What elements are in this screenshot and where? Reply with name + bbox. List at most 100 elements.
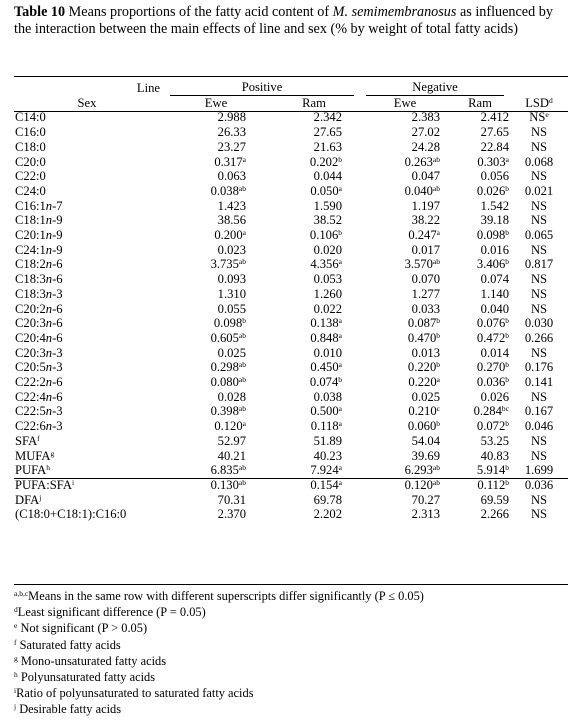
cell-superscript: bc (501, 404, 509, 414)
cell-negative-ewe: 1.277 (360, 287, 450, 302)
cell-positive-ewe: 0.120a (164, 419, 268, 434)
cell-positive-ewe: 0.028 (164, 390, 268, 405)
cell-negative-ewe: 0.070 (360, 272, 450, 287)
cell-lsd: 0.176 (510, 360, 568, 375)
cell-positive-ram: 1.590 (268, 199, 360, 214)
cell-superscript: a (338, 419, 342, 429)
cell-negative-ram: 0.014 (450, 346, 510, 361)
cell-positive-ewe: 23.27 (164, 140, 268, 155)
cell-superscript: a (242, 228, 246, 238)
cell-superscript: b (505, 375, 509, 385)
cell-lsd: NS (510, 213, 568, 228)
row-label: C18:0 (14, 140, 164, 155)
cell-value: 24.28 (411, 139, 440, 154)
cell-negative-ram: 0.098b (450, 228, 510, 243)
cell-superscript: a (436, 375, 440, 385)
cell-superscript: ab (238, 257, 246, 267)
row-label-italic: n (45, 228, 53, 243)
cell-value: 0.298 (210, 360, 239, 375)
cell-superscript: ab (432, 477, 440, 487)
row-label: MUFAg (14, 449, 164, 464)
cell-value: 0.120 (214, 419, 243, 434)
cell-value: 0.263 (404, 154, 433, 169)
cell-negative-ewe: 0.017 (360, 243, 450, 258)
cell-superscript: ab (432, 154, 440, 164)
cell-positive-ewe: 6.835ab (164, 463, 268, 478)
cell-negative-ram: 0.040 (450, 302, 510, 317)
row-label: C22:0 (14, 169, 164, 184)
cell-negative-ewe: 24.28 (360, 140, 450, 155)
cell-negative-ram: 2.412 (450, 110, 510, 125)
cell-value: 0.120 (404, 477, 433, 492)
cell-value: 2.266 (480, 507, 509, 522)
cell-value: 70.31 (217, 492, 246, 507)
lsd-value: 0.036 (524, 477, 554, 492)
cell-lsd: 0.036 (510, 478, 568, 493)
cell-positive-ram: 2.342 (268, 110, 360, 125)
cell-value: 0.044 (313, 169, 342, 184)
cell-negative-ewe: 0.033 (360, 302, 450, 317)
cell-value: 0.060 (407, 419, 437, 434)
row-label-italic: n (45, 316, 53, 331)
cell-value: 0.398 (210, 404, 239, 419)
row-label: C20:0 (14, 155, 164, 170)
cell-value: 70.27 (411, 492, 440, 507)
cell-positive-ewe: 0.098b (164, 316, 268, 331)
cell-value: 0.605 (210, 330, 239, 345)
cell-value: 2.202 (313, 507, 342, 522)
cell-negative-ram: 0.036b (450, 375, 510, 390)
col-lsd: LSDd (510, 96, 568, 111)
cell-value: 5.914 (476, 463, 506, 478)
cell-value: 0.040 (404, 183, 433, 198)
cell-superscript: ab (238, 183, 246, 193)
cell-value: 1.542 (480, 198, 509, 213)
cell-positive-ram: 27.65 (268, 125, 360, 140)
summary-row: PUFA:SFAi 0.130ab 0.154a 0.120ab 0.112b 0.036 (14, 478, 568, 493)
cell-negative-ewe: 54.04 (360, 434, 450, 449)
cell-value: 0.106 (309, 228, 339, 243)
cell-value: 0.016 (480, 242, 509, 257)
cell-negative-ram: 2.266 (450, 507, 510, 522)
lsd-value: NS (530, 492, 548, 507)
cell-lsd: 1.699 (510, 463, 568, 478)
cell-lsd: NSe (510, 110, 568, 125)
cell-value: 27.02 (411, 125, 440, 140)
row-label-suffix: -9 (52, 213, 63, 228)
cell-value: 4.356 (310, 257, 339, 272)
row-label: C22:4n-6 (14, 390, 164, 405)
cell-negative-ram: 0.026b (450, 184, 510, 199)
cell-positive-ewe: 0.055 (164, 302, 268, 317)
row-label: C18:1n-9 (14, 213, 164, 228)
footnote: a,b,cMeans in the same row with differen… (14, 588, 570, 604)
row-label: C20:4n-6 (14, 331, 164, 346)
cell-value: 0.022 (313, 301, 342, 316)
cell-lsd: NS (510, 390, 568, 405)
cell-lsd: NS (510, 493, 568, 508)
row-label-italic: n (45, 257, 53, 272)
footnote-text: Means in the same row with different sup… (28, 589, 424, 603)
cell-lsd: NS (510, 272, 568, 287)
cell-positive-ram: 51.89 (268, 434, 360, 449)
table-row: C18:0 23.27 21.63 24.28 22.84 NS (14, 140, 568, 155)
lsd-value: 0.065 (524, 228, 554, 243)
cell-value: 27.65 (480, 125, 509, 140)
summary-rows: SFAf 52.97 51.89 54.04 53.25 NS MUFAg 40.21 40.2… (14, 434, 568, 522)
header-bottom-rule (14, 111, 568, 112)
cell-positive-ewe: 26.33 (164, 125, 268, 140)
cell-value: 0.154 (310, 477, 339, 492)
cell-superscript: a (338, 463, 342, 473)
row-label: DFAj (14, 493, 164, 508)
lsd-value: NS (530, 242, 548, 257)
table-row: C22:2n-6 0.080ab 0.074b 0.220a 0.036b 0.141 (14, 375, 568, 390)
cell-negative-ewe: 0.220b (360, 360, 450, 375)
cell-value: 38.22 (411, 213, 440, 228)
header-row-line: Line Positive Negative (14, 80, 568, 96)
cell-negative-ewe: 0.025 (360, 390, 450, 405)
cell-value: 1.277 (411, 286, 440, 301)
cell-value: 0.020 (313, 242, 342, 257)
row-label-name: C24:1 (15, 242, 46, 257)
cell-value: 0.098 (213, 316, 243, 331)
row-label: C20:5n-3 (14, 360, 164, 375)
table-row: C20:0 0.317a 0.202b 0.263ab 0.303a 0.068 (14, 155, 568, 170)
cell-value: 51.89 (313, 433, 342, 448)
